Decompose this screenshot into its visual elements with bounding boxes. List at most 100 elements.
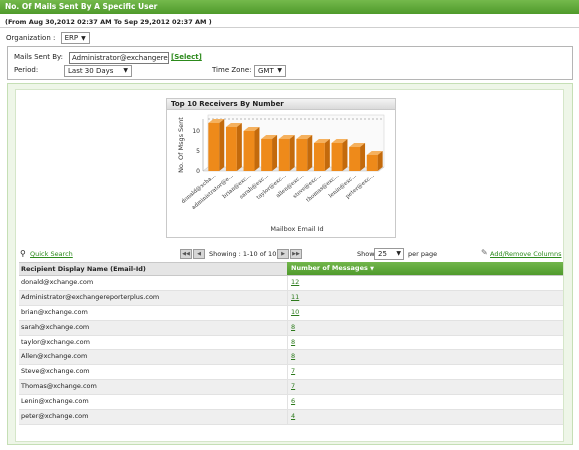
filter-panel: Mails Sent By: Administrator@exchangerep…: [7, 46, 573, 80]
organization-row: Organization : ERP ▼: [6, 32, 90, 44]
results-table: Recipient Display Name (Email-Id) Number…: [19, 262, 563, 425]
y-tick-label: 0: [196, 168, 200, 175]
chevron-down-icon: ▼: [277, 67, 282, 74]
table-toolbar: ⚲ Quick Search ◀◀ ◀ Showing : 1-10 of 10…: [16, 248, 563, 260]
column-divider: [287, 365, 288, 380]
period-label: Period:: [14, 66, 39, 74]
message-count-link[interactable]: 11: [291, 292, 300, 301]
x-axis-label: Mailbox Email Id: [270, 225, 323, 233]
next-page-button[interactable]: ▶: [277, 249, 289, 259]
bar-top: [296, 135, 313, 139]
page-size-select[interactable]: 25 ▼: [374, 248, 404, 260]
bar: [208, 123, 220, 171]
recipient-cell: Steve@xchange.com: [21, 367, 90, 376]
timezone-value: GMT: [258, 67, 274, 75]
message-count-link[interactable]: 6: [291, 397, 296, 406]
table-row: Allen@xchange.com 8: [19, 350, 563, 366]
table-header: Recipient Display Name (Email-Id) Number…: [19, 262, 563, 276]
sort-desc-icon: ▼: [370, 266, 374, 272]
per-page-label: per page: [408, 250, 438, 258]
chevron-down-icon: ▼: [81, 35, 86, 42]
recipient-cell: Administrator@exchangereporterplus.com: [21, 292, 160, 301]
bar: [278, 139, 290, 171]
column-divider: [287, 320, 288, 335]
bar-top: [208, 119, 225, 123]
table-row: Lenin@xchange.com 6: [19, 395, 563, 411]
recipient-cell: brian@xchange.com: [21, 307, 88, 316]
report-title-bar: No. Of Mails Sent By A Specific User: [0, 0, 579, 14]
recipient-cell: taylor@xchange.com: [21, 337, 90, 346]
chart-title: Top 10 Receivers By Number: [167, 99, 395, 110]
bar-top: [331, 139, 348, 143]
chevron-down-icon: ▼: [123, 67, 128, 74]
bar-top: [313, 139, 330, 143]
recipient-cell: Thomas@xchange.com: [21, 382, 97, 391]
report-title: No. Of Mails Sent By A Specific User: [5, 2, 158, 11]
message-count-link[interactable]: 8: [291, 322, 296, 331]
organization-label: Organization :: [6, 34, 56, 42]
timezone-select[interactable]: GMT ▼: [254, 65, 286, 77]
bar-top: [261, 135, 278, 139]
quick-search-link[interactable]: Quick Search: [30, 250, 73, 258]
column-divider: [287, 350, 288, 365]
bar-side: [219, 119, 225, 171]
bar-side: [342, 139, 348, 171]
period-select[interactable]: Last 30 Days ▼: [64, 65, 132, 77]
message-count-link[interactable]: 8: [291, 352, 296, 361]
table-body: donald@xchange.com 12 Administrator@exchan…: [19, 276, 563, 425]
bar-top: [243, 127, 260, 131]
column-divider: [287, 410, 288, 424]
prev-page-button[interactable]: ◀: [193, 249, 205, 259]
table-row: Administrator@exchangereporterplus.com 11: [19, 290, 563, 306]
bar-side: [307, 135, 313, 171]
organization-value: ERP: [64, 34, 79, 42]
bar-side: [360, 143, 366, 171]
message-count-link[interactable]: 12: [291, 278, 300, 286]
period-value: Last 30 Days: [68, 67, 114, 75]
column-header-recipient[interactable]: Recipient Display Name (Email-Id): [21, 265, 146, 273]
mails-sent-by-input[interactable]: Administrator@exchangerepor: [69, 52, 169, 64]
message-count-link[interactable]: 10: [291, 307, 300, 316]
search-icon[interactable]: ⚲: [20, 249, 26, 258]
table-row: donald@xchange.com 12: [19, 276, 563, 291]
bar-side: [236, 123, 242, 171]
message-count-link[interactable]: 7: [291, 382, 296, 391]
edit-columns-icon[interactable]: ✎: [481, 248, 488, 257]
bar-side: [254, 127, 260, 171]
recipient-cell: Allen@xchange.com: [21, 352, 88, 361]
table-row: brian@xchange.com 10: [19, 305, 563, 321]
recipient-cell: Lenin@xchange.com: [21, 397, 89, 406]
y-axis-label: No. Of Msgs Sent: [177, 117, 185, 173]
organization-select[interactable]: ERP ▼: [60, 32, 90, 44]
recipient-cell: sarah@xchange.com: [21, 322, 90, 331]
column-divider: [287, 305, 288, 320]
bar-top: [349, 143, 366, 147]
bar-top: [366, 151, 383, 155]
last-page-button[interactable]: ▶▶: [290, 249, 302, 259]
bar-side: [272, 135, 278, 171]
column-header-count[interactable]: Number of Messages ▼: [287, 262, 563, 275]
recipient-cell: peter@xchange.com: [21, 412, 89, 421]
table-row: taylor@xchange.com 8: [19, 335, 563, 351]
table-row: peter@xchange.com 4: [19, 410, 563, 425]
bar-side: [289, 135, 295, 171]
mails-sent-by-label: Mails Sent By:: [14, 53, 64, 61]
select-user-link[interactable]: [Select]: [171, 53, 202, 61]
message-count-link[interactable]: 4: [291, 412, 296, 421]
message-count-link[interactable]: 8: [291, 337, 296, 346]
x-tick-label: sarah@exc...: [238, 172, 270, 200]
table-row: Thomas@xchange.com 7: [19, 380, 563, 396]
table-row: Steve@xchange.com 7: [19, 365, 563, 381]
divider: [0, 27, 579, 28]
message-count-link[interactable]: 7: [291, 367, 296, 376]
chevron-down-icon: ▼: [396, 250, 401, 257]
column-divider: [287, 380, 288, 395]
y-tick-label: 10: [192, 128, 200, 135]
first-page-button[interactable]: ◀◀: [180, 249, 192, 259]
x-tick-label: taylor@exc...: [255, 172, 288, 201]
report-panel: Top 10 Receivers By Number 0 5 10 No. Of Ms…: [7, 83, 573, 445]
add-remove-columns-link[interactable]: Add/Remove Columns: [490, 250, 562, 258]
bar: [331, 143, 343, 171]
bar: [225, 127, 237, 171]
